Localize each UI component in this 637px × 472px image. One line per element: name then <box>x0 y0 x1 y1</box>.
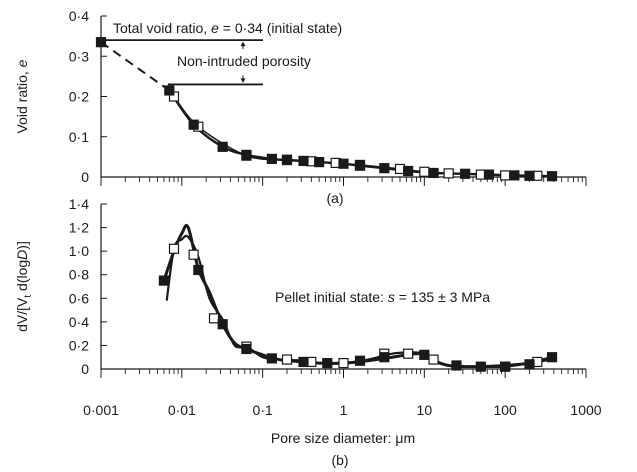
non-intruded-porosity-label: Non-intruded porosity <box>177 53 311 69</box>
open-square-marker <box>443 168 454 179</box>
x-tick-label: 10 <box>417 402 433 418</box>
x-tick-label: 1 <box>340 402 348 418</box>
total-void-ratio-label: Total void ratio, e = 0·34 (initial stat… <box>113 20 342 36</box>
panel-label-b: (b) <box>331 452 348 468</box>
panel-label-a: (a) <box>326 190 343 206</box>
filled-square-marker <box>158 275 170 286</box>
x-tick-label: 0·1 <box>253 402 273 418</box>
y-tick-label: 0·2 <box>69 337 89 353</box>
filled-square-marker <box>379 163 390 174</box>
filled-square-marker <box>193 264 204 276</box>
pellet-state-label: Pellet initial state: s = 135 ± 3 MPa <box>275 289 490 305</box>
open-square-marker <box>281 354 293 365</box>
filled-square-marker <box>379 352 390 363</box>
x-tick-label: 0·001 <box>83 402 119 418</box>
filled-square-marker <box>451 360 462 371</box>
void-ratio-panel: 0 0·1 0·2 0·3 0·4 Void ratio, e Total void rat… <box>14 8 587 206</box>
x-axis-title: Pore size diameter: μm <box>271 430 415 446</box>
open-square-marker <box>188 249 199 260</box>
y-axis-title: Void ratio, e <box>14 59 30 133</box>
filled-square-marker <box>428 167 439 179</box>
filled-square-marker <box>164 85 175 96</box>
y-tick-label: 1·0 <box>69 243 89 259</box>
filled-square-marker <box>546 171 558 182</box>
y-tick-label: 0 <box>81 361 89 377</box>
y-axis-title: dV/[Vt d(logD)] <box>14 241 34 332</box>
filled-square-marker <box>500 361 511 372</box>
y-tick-label: 1·4 <box>69 196 89 212</box>
y-tick-label: 0 <box>81 169 89 185</box>
filled-square-marker <box>217 319 228 330</box>
filled-square-marker <box>509 170 520 181</box>
y-tick-label: 0·3 <box>69 48 89 64</box>
filled-square-marker <box>475 361 486 372</box>
filled-square-marker <box>354 160 366 171</box>
filled-square-marker <box>95 37 107 48</box>
filled-square-marker <box>281 154 293 166</box>
filled-square-marker <box>322 358 333 369</box>
filled-square-marker <box>483 169 495 180</box>
y-tick-label: 0·4 <box>69 314 89 330</box>
arrow-head-down <box>240 78 246 83</box>
filled-square-marker <box>460 168 471 179</box>
filled-square-marker <box>314 157 325 168</box>
filled-square-marker <box>217 141 228 152</box>
open-square-marker <box>428 354 439 365</box>
pore-size-distribution-panel: 0 0·2 0·4 0·6 0·8 1·0 1·2 1·4 0·001 0·01 0·1 1 10 100… <box>14 196 602 468</box>
filled-square-marker <box>546 352 558 363</box>
open-square-marker <box>208 313 220 324</box>
x-tick-label: 100 <box>493 402 517 418</box>
filled-square-marker <box>241 343 252 355</box>
open-square-marker <box>419 166 430 177</box>
y-tick-label: 0·8 <box>69 267 89 283</box>
y-tick-label: 0·6 <box>69 290 89 306</box>
extrapolation-dashed-line <box>100 41 170 92</box>
filled-square-marker <box>266 153 277 164</box>
filled-square-marker <box>188 119 199 130</box>
open-square-marker <box>168 243 180 254</box>
open-square-marker <box>403 348 414 359</box>
filled-square-marker <box>419 349 430 360</box>
arrow-head-up <box>240 41 246 47</box>
filled-square-marker <box>338 158 349 169</box>
filled-square-marker <box>524 170 535 181</box>
y-tick-label: 1·2 <box>69 220 89 236</box>
x-tick-label: 1000 <box>570 402 601 418</box>
filled-square-marker <box>298 356 309 368</box>
filled-square-marker <box>524 359 535 370</box>
y-tick-label: 0·4 <box>69 8 89 24</box>
filled-square-marker <box>266 353 277 364</box>
filled-square-marker <box>241 149 252 160</box>
open-square-marker <box>500 170 511 181</box>
y-tick-label: 0·2 <box>69 89 89 105</box>
filled-square-marker <box>403 165 414 177</box>
x-tick-label: 0·01 <box>168 402 196 418</box>
filled-square-marker <box>298 155 309 166</box>
open-square-marker <box>338 358 349 369</box>
y-tick-label: 0·1 <box>69 129 89 145</box>
filled-square-marker <box>354 355 366 366</box>
